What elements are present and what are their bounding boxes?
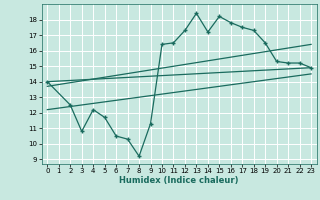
X-axis label: Humidex (Indice chaleur): Humidex (Indice chaleur) (119, 176, 239, 185)
